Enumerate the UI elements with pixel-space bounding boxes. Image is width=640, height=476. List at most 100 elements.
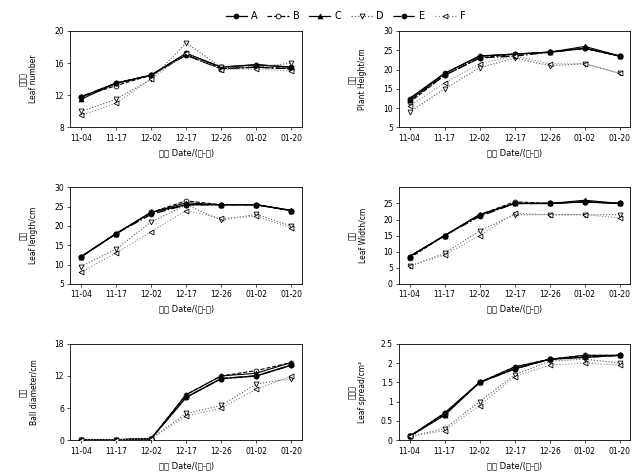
- D: [287, 60, 295, 66]
- A: [406, 254, 413, 259]
- F: [616, 215, 624, 221]
- C: [147, 72, 155, 78]
- B: [546, 200, 554, 206]
- Line: C: C: [407, 198, 622, 259]
- F: [77, 112, 84, 118]
- E: [476, 213, 483, 219]
- B: [182, 392, 190, 397]
- Line: E: E: [79, 53, 294, 99]
- E: [546, 50, 554, 55]
- E: [441, 72, 449, 78]
- F: [616, 70, 624, 76]
- D: [218, 403, 225, 408]
- B: [77, 254, 84, 260]
- D: [147, 436, 155, 442]
- A: [546, 200, 554, 206]
- Line: B: B: [407, 46, 622, 105]
- D: [476, 65, 483, 70]
- D: [252, 211, 260, 217]
- D: [287, 376, 295, 381]
- B: [77, 437, 84, 443]
- Line: B: B: [407, 199, 622, 260]
- E: [112, 231, 120, 237]
- C: [581, 43, 589, 49]
- F: [112, 250, 120, 256]
- A: [218, 64, 225, 70]
- C: [112, 80, 120, 86]
- Line: E: E: [79, 363, 294, 442]
- F: [77, 437, 84, 443]
- B: [441, 233, 449, 238]
- B: [112, 231, 120, 237]
- D: [252, 381, 260, 387]
- B: [581, 353, 589, 358]
- A: [581, 355, 589, 360]
- A: [581, 46, 589, 51]
- B: [581, 46, 589, 51]
- C: [77, 254, 84, 260]
- C: [616, 353, 624, 358]
- A: [441, 70, 449, 76]
- C: [77, 437, 84, 443]
- B: [147, 436, 155, 442]
- E: [77, 437, 84, 443]
- C: [287, 64, 295, 70]
- B: [476, 212, 483, 218]
- F: [112, 100, 120, 106]
- A: [511, 51, 518, 57]
- Line: E: E: [407, 353, 622, 439]
- Line: B: B: [407, 353, 622, 439]
- D: [616, 360, 624, 366]
- E: [287, 66, 295, 71]
- B: [476, 55, 483, 61]
- Line: A: A: [79, 202, 294, 259]
- A: [182, 50, 190, 56]
- D: [511, 212, 518, 218]
- X-axis label: 日期 Date/(月-日): 日期 Date/(月-日): [159, 149, 214, 157]
- A: [182, 202, 190, 208]
- A: [112, 80, 120, 86]
- B: [476, 379, 483, 385]
- C: [511, 200, 518, 206]
- D: [406, 109, 413, 115]
- D: [441, 250, 449, 256]
- D: [112, 97, 120, 102]
- B: [218, 373, 225, 379]
- Line: C: C: [79, 360, 294, 442]
- D: [147, 219, 155, 225]
- F: [147, 229, 155, 235]
- D: [581, 61, 589, 67]
- D: [581, 212, 589, 218]
- E: [147, 211, 155, 217]
- B: [147, 72, 155, 78]
- A: [546, 357, 554, 362]
- C: [616, 200, 624, 206]
- Text: 开展度
Leaf spread/cm²: 开展度 Leaf spread/cm²: [348, 361, 367, 423]
- D: [112, 437, 120, 443]
- B: [546, 357, 554, 362]
- A: [252, 202, 260, 208]
- B: [287, 66, 295, 71]
- D: [252, 64, 260, 70]
- B: [616, 200, 624, 206]
- A: [77, 254, 84, 260]
- B: [112, 437, 120, 443]
- B: [581, 199, 589, 205]
- F: [511, 53, 518, 59]
- C: [112, 437, 120, 443]
- F: [182, 50, 190, 56]
- D: [616, 212, 624, 218]
- Line: D: D: [407, 357, 622, 439]
- E: [112, 437, 120, 443]
- Line: A: A: [79, 51, 294, 99]
- E: [616, 353, 624, 358]
- Line: F: F: [407, 211, 622, 268]
- B: [616, 53, 624, 59]
- E: [182, 202, 190, 208]
- D: [616, 70, 624, 76]
- C: [441, 70, 449, 76]
- C: [511, 364, 518, 370]
- C: [218, 373, 225, 379]
- E: [112, 80, 120, 86]
- D: [406, 263, 413, 269]
